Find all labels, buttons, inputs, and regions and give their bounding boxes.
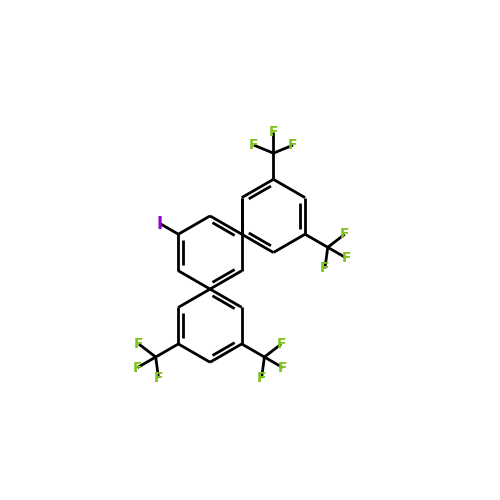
Text: F: F (268, 125, 278, 139)
Text: F: F (276, 337, 286, 351)
Text: I: I (157, 214, 163, 232)
Text: F: F (134, 337, 143, 351)
Text: F: F (288, 138, 298, 152)
Text: F: F (257, 371, 266, 385)
Text: F: F (340, 228, 349, 241)
Text: F: F (278, 360, 287, 374)
Text: F: F (342, 251, 351, 265)
Text: F: F (320, 262, 330, 276)
Text: F: F (249, 138, 258, 152)
Text: F: F (132, 360, 142, 374)
Text: F: F (154, 371, 164, 385)
